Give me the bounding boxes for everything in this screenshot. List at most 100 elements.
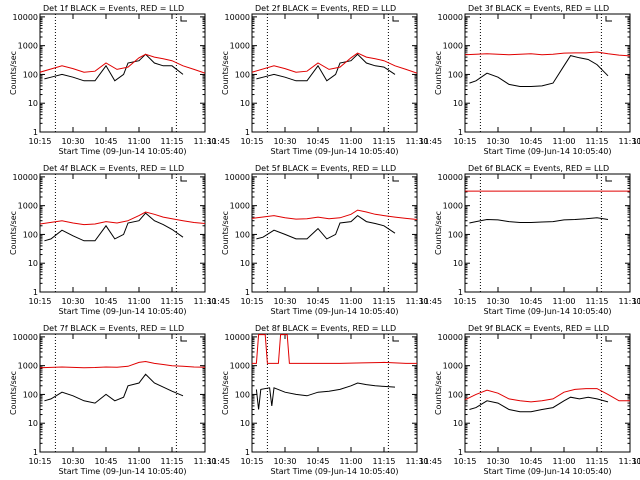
y-tick-label: 10 (453, 259, 463, 268)
y-tick-label: 100 (448, 230, 463, 239)
y-axis-label: Counts/sec (434, 51, 443, 95)
chart-title: Det 9f BLACK = Events, RED = LLD (468, 324, 609, 333)
chart-title: Det 6f BLACK = Events, RED = LLD (468, 164, 609, 173)
x-tick-label: 11:15 (372, 457, 395, 466)
x-tick-label: 10:30 (273, 137, 296, 146)
x-tick-label: 11:00 (127, 457, 150, 466)
y-tick-label: 1000 (18, 202, 38, 211)
y-axis-label: Counts/sec (434, 371, 443, 415)
y-tick-label: 10000 (13, 173, 38, 182)
chart-panel: Det 3f BLACK = Events, RED = LLD 1 10 100 10… (434, 4, 640, 156)
chart-title: Det 4f BLACK = Events, RED = LLD (43, 164, 184, 173)
y-tick-label: 1000 (443, 42, 463, 51)
x-tick-label: 11:00 (127, 137, 150, 146)
y-tick-label: 10 (453, 99, 463, 108)
legend-marker (605, 336, 612, 342)
x-tick-label: 11:30 (193, 457, 216, 466)
lld-line (252, 52, 417, 74)
legend-marker (392, 16, 399, 22)
y-tick-label: 10000 (13, 333, 38, 342)
x-axis-label: Start Time (09-Jun-14 10:05:40) (271, 467, 399, 476)
y-tick-label: 1 (458, 448, 463, 457)
x-axis-label: Start Time (09-Jun-14 10:05:40) (59, 147, 187, 156)
y-axis-label: Counts/sec (221, 51, 230, 95)
x-tick-label: 10:15 (28, 137, 51, 146)
legend-marker (180, 336, 187, 342)
x-tick-label: 10:45 (94, 457, 117, 466)
y-tick-label: 10000 (438, 13, 463, 22)
chart-title: Det 5f BLACK = Events, RED = LLD (255, 164, 396, 173)
x-tick-label: 11:15 (585, 457, 608, 466)
y-tick-label: 100 (448, 70, 463, 79)
lld-line (40, 360, 205, 369)
y-tick-label: 1000 (18, 362, 38, 371)
x-tick-label: 10:30 (486, 297, 509, 306)
x-tick-label: 11:15 (160, 297, 183, 306)
y-tick-label: 1000 (230, 362, 250, 371)
y-tick-label: 1 (245, 448, 250, 457)
y-tick-label: 100 (23, 390, 38, 399)
events-line (44, 212, 184, 242)
x-tick-label: 10:30 (61, 457, 84, 466)
events-line (256, 53, 396, 82)
x-tick-label: 10:15 (453, 137, 476, 146)
x-tick-label: 10:15 (453, 457, 476, 466)
x-tick-label: 10:15 (28, 297, 51, 306)
legend-marker (605, 16, 612, 22)
lld-line (40, 211, 205, 226)
x-tick-label: 10:30 (486, 457, 509, 466)
chart-panel: Det 6f BLACK = Events, RED = LLD 1 10 100 10… (434, 164, 640, 316)
x-tick-label: 10:45 (94, 297, 117, 306)
x-tick-label: 11:15 (585, 297, 608, 306)
y-tick-label: 1 (33, 288, 38, 297)
x-tick-label: 10:30 (486, 137, 509, 146)
lld-line (252, 334, 417, 364)
x-tick-label: 11:00 (339, 457, 362, 466)
plot-frame (39, 173, 206, 293)
lld-line (252, 209, 417, 220)
y-tick-label: 10000 (438, 333, 463, 342)
plot-frame (464, 173, 631, 293)
events-line (469, 217, 609, 224)
x-axis-label: Start Time (09-Jun-14 10:05:40) (271, 307, 399, 316)
x-tick-label: 10:30 (61, 137, 84, 146)
chart-title: Det 7f BLACK = Events, RED = LLD (43, 324, 184, 333)
x-tick-label: 11:15 (160, 457, 183, 466)
chart-title: Det 8f BLACK = Events, RED = LLD (255, 324, 396, 333)
x-tick-label: 10:45 (306, 137, 329, 146)
plot-frame (251, 333, 418, 453)
y-tick-label: 10000 (13, 13, 38, 22)
legend-marker (392, 176, 399, 182)
x-axis-label: Start Time (09-Jun-14 10:05:40) (59, 467, 187, 476)
y-tick-label: 1 (33, 448, 38, 457)
y-tick-label: 10 (240, 99, 250, 108)
y-axis-label: Counts/sec (9, 211, 18, 255)
x-tick-label: 11:30 (618, 137, 640, 146)
x-axis-label: Start Time (09-Jun-14 10:05:40) (271, 147, 399, 156)
chart-panel: Det 8f BLACK = Events, RED = LLD 1 10 100 10… (221, 324, 442, 476)
y-tick-label: 10 (453, 419, 463, 428)
events-line (255, 382, 396, 410)
x-tick-label: 10:30 (273, 297, 296, 306)
x-tick-label: 11:30 (618, 297, 640, 306)
x-tick-label: 11:00 (552, 457, 575, 466)
x-tick-label: 10:45 (306, 297, 329, 306)
x-tick-label: 11:15 (160, 137, 183, 146)
y-tick-label: 1 (33, 128, 38, 137)
y-tick-label: 10 (28, 419, 38, 428)
chart-title: Det 2f BLACK = Events, RED = LLD (255, 4, 396, 13)
legend-marker (180, 176, 187, 182)
events-line (44, 53, 184, 82)
chart-panel: Det 4f BLACK = Events, RED = LLD 1 10 100 10… (9, 164, 230, 316)
x-tick-label: 11:45 (419, 137, 442, 146)
y-axis-label: Counts/sec (9, 51, 18, 95)
x-tick-label: 11:45 (207, 137, 230, 146)
y-tick-label: 10000 (225, 333, 250, 342)
y-tick-label: 1 (458, 128, 463, 137)
chart-title: Det 1f BLACK = Events, RED = LLD (43, 4, 184, 13)
x-tick-label: 11:15 (372, 137, 395, 146)
x-axis-label: Start Time (09-Jun-14 10:05:40) (484, 467, 612, 476)
y-tick-label: 100 (23, 230, 38, 239)
y-tick-label: 100 (235, 390, 250, 399)
